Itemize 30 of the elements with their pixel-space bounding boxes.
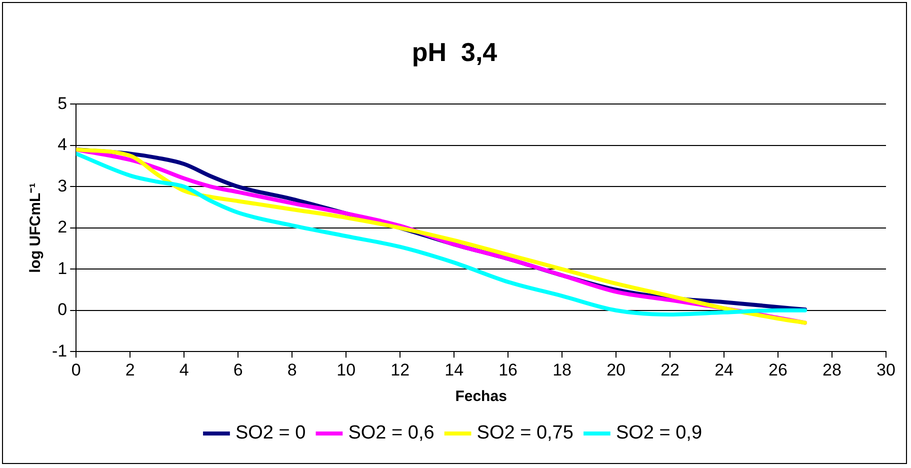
legend-label: SO2 = 0 bbox=[235, 422, 306, 444]
legend-label: SO2 = 0,75 bbox=[476, 422, 574, 444]
x-tick-label: 10 bbox=[336, 360, 356, 380]
y-tick-label: 5 bbox=[58, 94, 68, 113]
y-tick-label: 1 bbox=[58, 258, 68, 278]
x-axis-title: Fechas bbox=[455, 388, 507, 406]
x-tick-label: 6 bbox=[233, 360, 243, 380]
x-tick-label: 20 bbox=[606, 360, 626, 380]
y-tick-label: -1 bbox=[52, 341, 68, 360]
x-tick-label: 16 bbox=[498, 360, 518, 380]
x-tick-label: 30 bbox=[876, 360, 896, 380]
y-tick-label: 2 bbox=[58, 218, 68, 237]
legend-label: SO2 = 0,6 bbox=[348, 422, 434, 444]
chart-title: pH 3,4 bbox=[412, 36, 498, 67]
x-tick-label: 18 bbox=[552, 360, 572, 380]
x-tick-label: 26 bbox=[768, 360, 788, 380]
legend-label: SO2 = 0,9 bbox=[616, 422, 702, 444]
x-tick-label: 0 bbox=[71, 360, 81, 380]
x-tick-label: 2 bbox=[125, 360, 135, 380]
x-tick-label: 4 bbox=[179, 360, 189, 380]
x-tick-label: 28 bbox=[822, 360, 842, 380]
y-tick-label: 4 bbox=[58, 135, 68, 154]
x-tick-label: 22 bbox=[660, 360, 680, 380]
y-tick-label: 3 bbox=[58, 176, 68, 196]
y-axis-title: log UFCmL⁻¹ bbox=[27, 182, 44, 273]
x-tick-label: 14 bbox=[444, 360, 464, 380]
x-tick-label: 12 bbox=[390, 360, 410, 380]
x-tick-label: 24 bbox=[714, 360, 734, 380]
x-tick-label: 8 bbox=[287, 360, 297, 380]
y-tick-label: 0 bbox=[58, 300, 68, 320]
